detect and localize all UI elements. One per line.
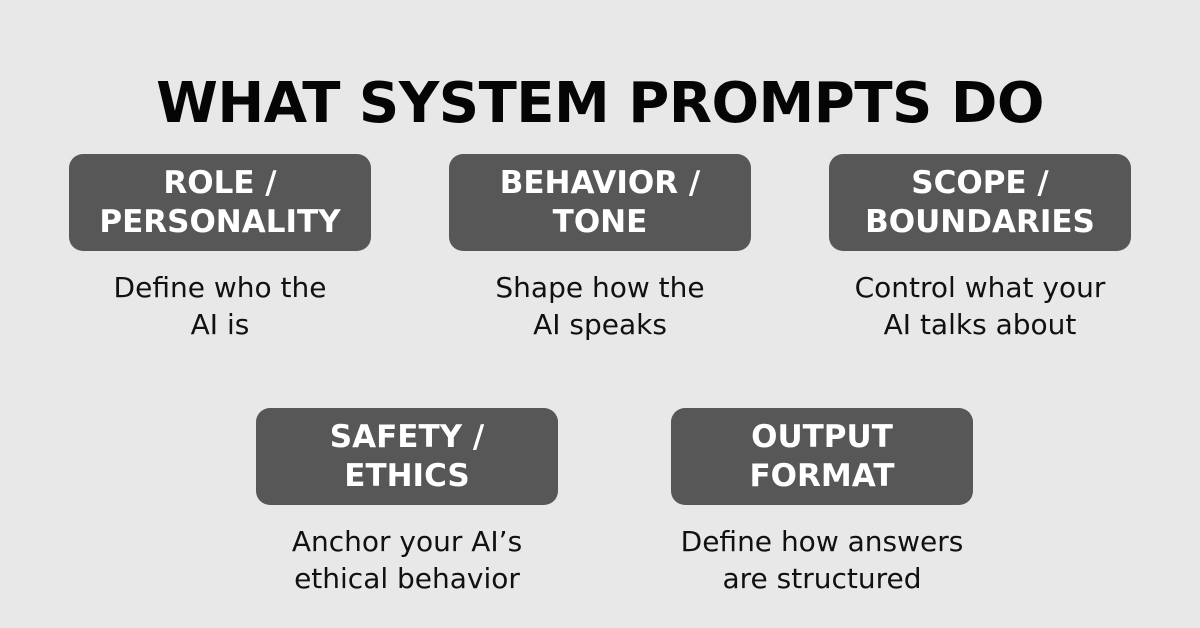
card-heading: SAFETY / ETHICS: [329, 419, 485, 494]
card-description: Define who the AI is: [113, 271, 327, 342]
page-title: WHAT SYSTEM PROMPTS DO: [156, 70, 1044, 136]
card-description: Control what your AI talks about: [854, 271, 1106, 342]
card-heading-box: ROLE / PERSONALITY: [69, 154, 371, 251]
card-role-personality: ROLE / PERSONALITY Define who the AI is: [69, 154, 371, 343]
card-scope-boundaries: SCOPE / BOUNDARIES Control what your AI …: [829, 154, 1131, 343]
card-heading-box: SAFETY / ETHICS: [256, 408, 558, 505]
card-heading: ROLE / PERSONALITY: [99, 165, 341, 240]
card-description: Shape how the AI speaks: [495, 271, 705, 342]
card-safety-ethics: SAFETY / ETHICS Anchor your AI’s ethical…: [256, 408, 558, 597]
card-heading-box: BEHAVIOR / TONE: [449, 154, 751, 251]
card-heading-box: SCOPE / BOUNDARIES: [829, 154, 1131, 251]
card-behavior-tone: BEHAVIOR / TONE Shape how the AI speaks: [449, 154, 751, 343]
card-heading: OUTPUT FORMAT: [749, 419, 895, 494]
card-description: Anchor your AI’s ethical behavior: [291, 525, 523, 596]
card-description: Define how answers are structured: [680, 525, 964, 596]
card-heading: BEHAVIOR / TONE: [499, 165, 701, 240]
card-output-format: OUTPUT FORMAT Define how answers are str…: [671, 408, 973, 597]
card-heading: SCOPE / BOUNDARIES: [865, 165, 1095, 240]
card-heading-box: OUTPUT FORMAT: [671, 408, 973, 505]
